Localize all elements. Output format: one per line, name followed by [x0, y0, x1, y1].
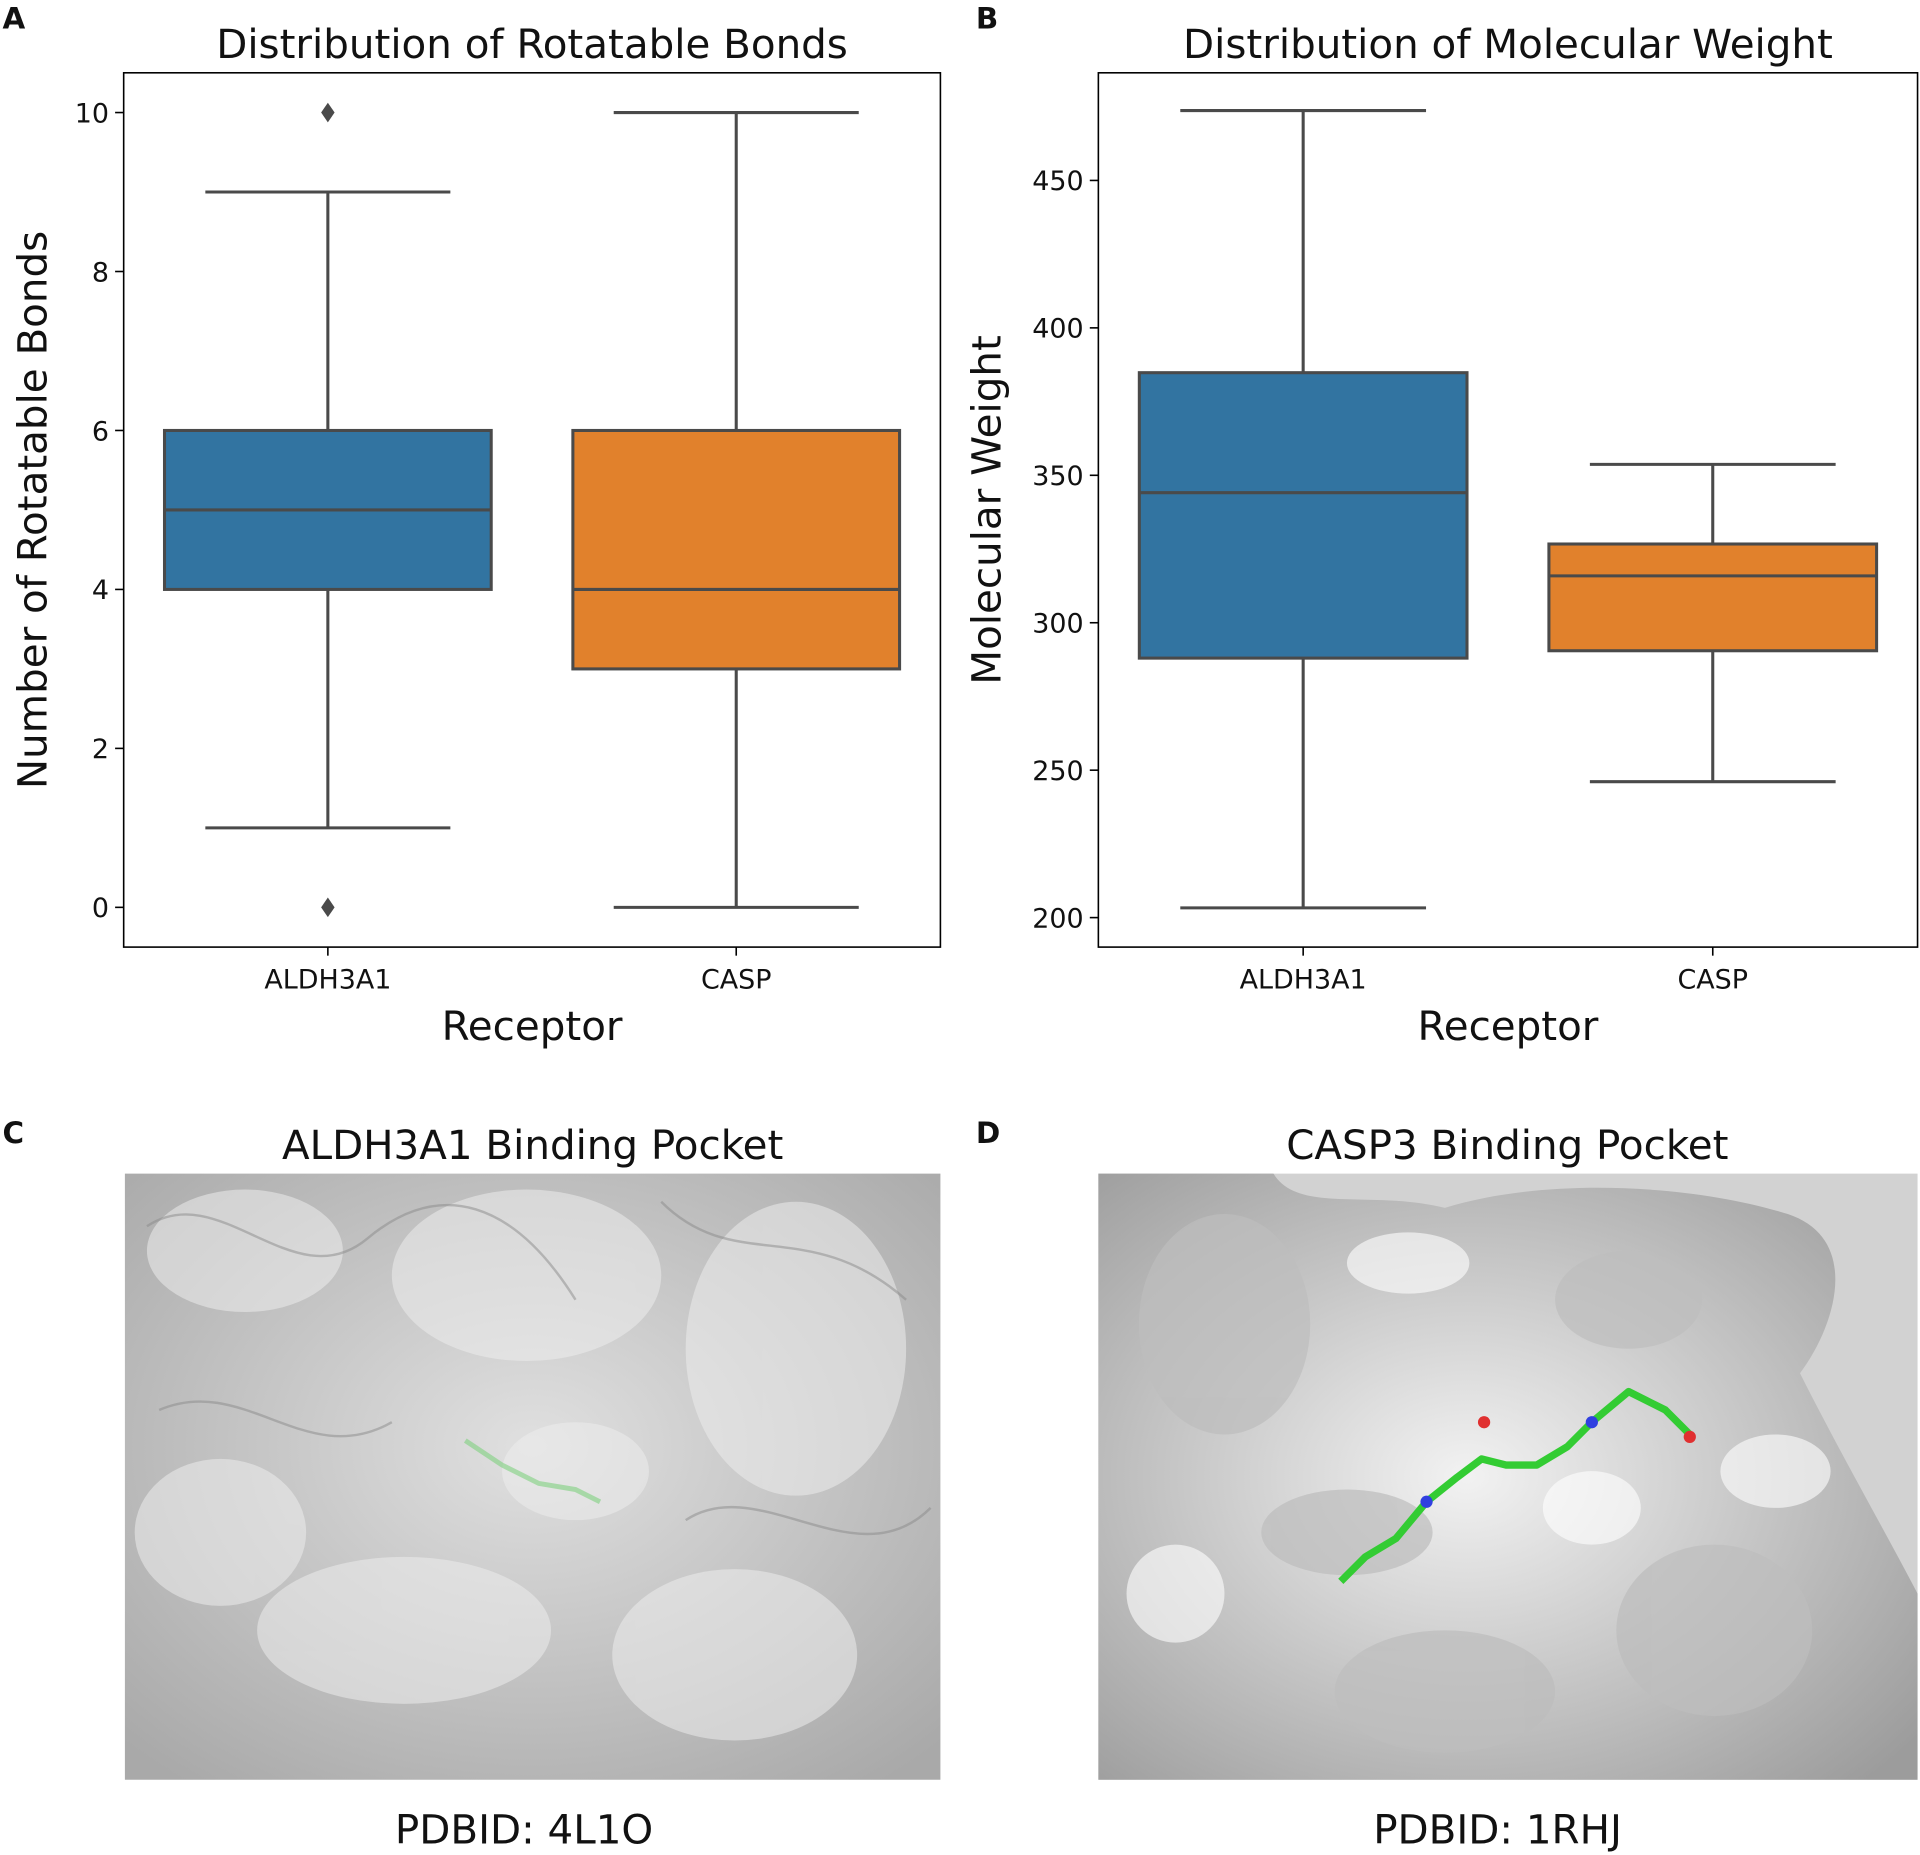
x-axis-label: Receptor [442, 1002, 623, 1050]
y-tick-label: 400 [1032, 314, 1083, 345]
y-tick-label: 250 [1032, 756, 1083, 787]
x-tick-label: ALDH3A1 [1240, 965, 1367, 996]
y-tick-label: 4 [92, 575, 109, 606]
y-tick-label: 10 [75, 98, 109, 129]
structure-image-d [1098, 1173, 1918, 1780]
image-title: ALDH3A1 Binding Pocket [282, 1121, 783, 1169]
panel-label: B [976, 2, 998, 36]
x-axis-label: Receptor [1417, 1002, 1598, 1050]
y-tick-label: 200 [1032, 903, 1083, 934]
axes-frame [122, 72, 942, 948]
y-axis-label: Molecular Weight [962, 335, 1010, 685]
image-caption: PDBID: 4L1O [395, 1805, 653, 1853]
y-tick-label: 300 [1032, 609, 1083, 640]
y-tick-label: 6 [92, 416, 109, 447]
x-tick-label: CASP [701, 965, 772, 996]
outlier [321, 897, 335, 918]
panel-label: D [976, 1116, 1000, 1150]
image-title: CASP3 Binding Pocket [1286, 1121, 1728, 1169]
y-tick-label: 350 [1032, 461, 1083, 492]
box [1547, 542, 1879, 653]
panel-label: C [2, 1116, 24, 1150]
y-tick-label: 2 [92, 734, 109, 765]
chart-title: Distribution of Rotatable Bonds [216, 20, 848, 68]
x-tick-label: CASP [1677, 965, 1748, 996]
panel-label: A [2, 2, 25, 36]
y-axis-label: Number of Rotatable Bonds [9, 231, 57, 789]
x-tick-label: ALDH3A1 [264, 965, 391, 996]
box [571, 428, 902, 671]
chart-title: Distribution of Molecular Weight [1183, 20, 1833, 68]
y-tick-label: 8 [92, 257, 109, 288]
image-caption: PDBID: 1RHJ [1373, 1805, 1622, 1853]
y-tick-label: 450 [1032, 166, 1083, 197]
structure-image-c [124, 1173, 941, 1780]
outlier [321, 102, 335, 123]
box [1137, 371, 1469, 660]
axes-frame [1097, 72, 1919, 948]
y-tick-label: 0 [92, 893, 109, 924]
